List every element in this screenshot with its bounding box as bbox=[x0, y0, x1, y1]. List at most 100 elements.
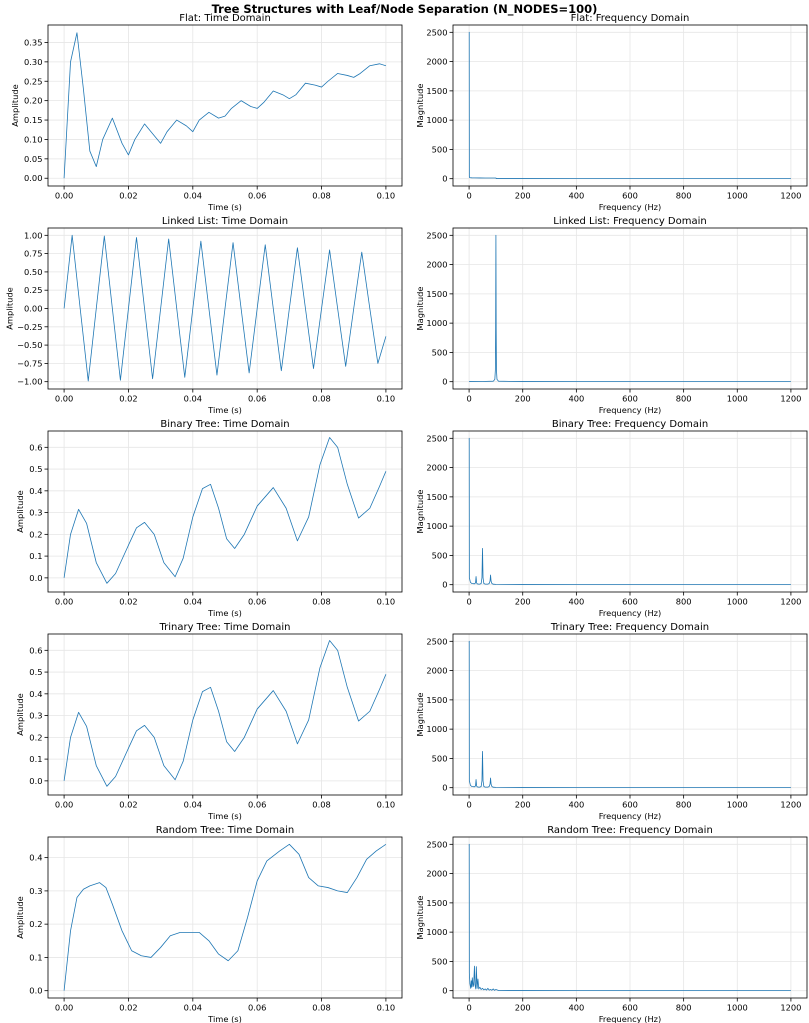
y-tick-label: 2000 bbox=[426, 57, 447, 67]
y-tick-label: −0.25 bbox=[17, 322, 42, 332]
y-axis-label: Amplitude bbox=[15, 896, 25, 939]
x-tick-label: 400 bbox=[568, 597, 584, 607]
x-tick-label: 0 bbox=[466, 800, 471, 810]
y-tick-label: 0.15 bbox=[24, 115, 42, 125]
y-tick-label: 500 bbox=[432, 550, 448, 560]
y-tick-label: 2000 bbox=[426, 666, 447, 676]
x-tick-label: 1000 bbox=[727, 597, 748, 607]
y-tick-label: 2000 bbox=[426, 260, 447, 270]
x-tick-label: 600 bbox=[622, 597, 638, 607]
x-tick-label: 800 bbox=[676, 1003, 692, 1013]
x-axis-label: Time (s) bbox=[207, 202, 242, 212]
y-axis-label: Magnitude bbox=[415, 896, 425, 940]
y-tick-label: −0.50 bbox=[17, 340, 42, 350]
x-tick-label: 0.00 bbox=[55, 800, 73, 810]
x-axis-label: Time (s) bbox=[207, 608, 242, 618]
x-tick-label: 800 bbox=[676, 191, 692, 201]
subplot-title: Binary Tree: Frequency Domain bbox=[552, 419, 708, 430]
y-tick-label: 0.05 bbox=[24, 154, 42, 164]
subplot-title: Trinary Tree: Frequency Domain bbox=[550, 622, 709, 633]
y-tick-label: 0.30 bbox=[24, 57, 42, 67]
subplot-title: Binary Tree: Time Domain bbox=[160, 419, 289, 430]
x-tick-label: 0 bbox=[466, 1003, 471, 1013]
x-tick-label: 800 bbox=[676, 800, 692, 810]
x-tick-label: 0.00 bbox=[55, 394, 73, 404]
y-axis-label: Magnitude bbox=[415, 693, 425, 737]
x-tick-label: 200 bbox=[515, 191, 531, 201]
x-tick-label: 0 bbox=[466, 597, 471, 607]
series-line bbox=[468, 31, 791, 180]
series-line bbox=[63, 640, 387, 787]
y-tick-label: 500 bbox=[432, 753, 448, 763]
x-tick-label: 200 bbox=[515, 394, 531, 404]
x-tick-label: 600 bbox=[622, 191, 638, 201]
y-tick-label: 0.75 bbox=[24, 249, 42, 259]
x-tick-label: 0.04 bbox=[184, 1003, 202, 1013]
series-line bbox=[468, 640, 791, 789]
x-tick-label: 0.04 bbox=[184, 394, 202, 404]
y-tick-label: 0.1 bbox=[29, 551, 42, 561]
y-tick-label: 0.1 bbox=[29, 754, 42, 764]
x-tick-label: 1200 bbox=[780, 597, 801, 607]
axes-frame bbox=[47, 633, 403, 796]
x-axis-label: Time (s) bbox=[207, 1014, 242, 1023]
subplot: 0 200 400 600 800 1000 1200 0 500 1000 1500 2000 250… bbox=[415, 622, 808, 821]
y-tick-label: 2000 bbox=[426, 869, 447, 879]
x-tick-label: 0.08 bbox=[312, 1003, 330, 1013]
series-line bbox=[468, 843, 791, 992]
y-tick-label: 0.0 bbox=[29, 776, 42, 786]
subplot: 0 200 400 600 800 1000 1200 0 500 1000 1500 2000 250… bbox=[415, 825, 808, 1023]
y-tick-label: 0.1 bbox=[29, 952, 42, 962]
figure-suptitle: Tree Structures with Leaf/Node Separatio… bbox=[212, 2, 598, 17]
x-tick-label: 0.02 bbox=[119, 191, 137, 201]
y-tick-label: 1500 bbox=[426, 86, 447, 96]
x-tick-label: 0.00 bbox=[55, 191, 73, 201]
y-tick-label: 1500 bbox=[426, 492, 447, 502]
y-axis-label: Amplitude bbox=[15, 490, 25, 533]
y-tick-label: −0.75 bbox=[17, 358, 42, 368]
x-tick-label: 1000 bbox=[727, 1003, 748, 1013]
subplot-title: Flat: Time Domain bbox=[179, 13, 271, 24]
y-tick-label: 2500 bbox=[426, 839, 447, 849]
x-tick-label: 0.00 bbox=[55, 597, 73, 607]
subplot-title: Linked List: Frequency Domain bbox=[553, 216, 706, 227]
x-tick-label: 800 bbox=[676, 597, 692, 607]
y-tick-label: 0.25 bbox=[24, 285, 42, 295]
x-tick-label: 600 bbox=[622, 800, 638, 810]
subplot-title: Random Tree: Frequency Domain bbox=[547, 825, 713, 836]
y-tick-label: 1500 bbox=[426, 695, 447, 705]
y-tick-label: 2500 bbox=[426, 230, 447, 240]
y-tick-label: 500 bbox=[432, 144, 448, 154]
y-tick-label: 0.2 bbox=[29, 529, 42, 539]
y-tick-label: 0.4 bbox=[29, 486, 42, 496]
x-tick-label: 0.08 bbox=[312, 800, 330, 810]
y-axis-label: Magnitude bbox=[415, 84, 425, 128]
x-tick-label: 0.10 bbox=[377, 800, 395, 810]
x-tick-label: 400 bbox=[568, 191, 584, 201]
series-line bbox=[63, 32, 387, 179]
x-tick-label: 1200 bbox=[780, 191, 801, 201]
x-tick-label: 0.00 bbox=[55, 1003, 73, 1013]
y-tick-label: 0.0 bbox=[29, 573, 42, 583]
y-tick-label: 1.00 bbox=[24, 230, 42, 240]
x-tick-label: 0.02 bbox=[119, 1003, 137, 1013]
y-tick-label: 0.50 bbox=[24, 267, 42, 277]
subplot-title: Linked List: Time Domain bbox=[162, 216, 288, 227]
y-tick-label: 0.20 bbox=[24, 96, 42, 106]
x-tick-label: 0.04 bbox=[184, 191, 202, 201]
y-tick-label: 1500 bbox=[426, 289, 447, 299]
y-tick-label: 0.2 bbox=[29, 919, 42, 929]
x-axis-label: Frequency (Hz) bbox=[599, 405, 662, 415]
x-tick-label: 0 bbox=[466, 394, 471, 404]
y-tick-label: 0.0 bbox=[29, 986, 42, 996]
subplot-title: Random Tree: Time Domain bbox=[156, 825, 294, 836]
subplot: 0.00 0.02 0.04 0.06 0.08 0.10 0.0 0.1 0.2 0.3 0.4 R… bbox=[15, 825, 403, 1023]
x-tick-label: 1000 bbox=[727, 800, 748, 810]
x-tick-label: 0.08 bbox=[312, 394, 330, 404]
x-tick-label: 0.08 bbox=[312, 191, 330, 201]
y-tick-label: 0 bbox=[442, 986, 447, 996]
y-axis-label: Amplitude bbox=[10, 84, 20, 127]
y-tick-label: 0.3 bbox=[29, 508, 42, 518]
y-tick-label: 2500 bbox=[426, 433, 447, 443]
